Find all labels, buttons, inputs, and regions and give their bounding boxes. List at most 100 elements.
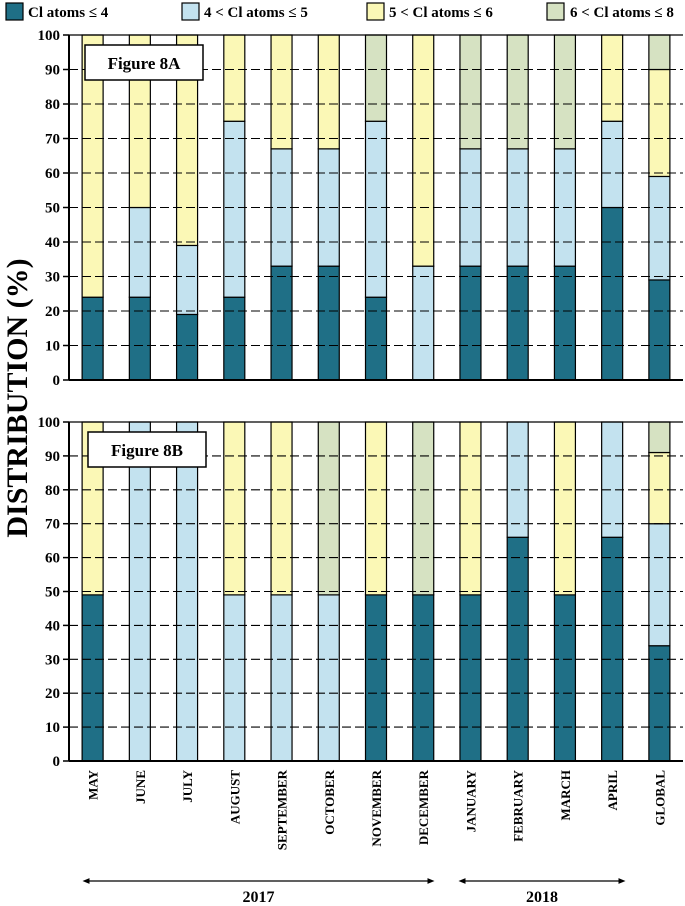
bar-a-october-s1 bbox=[317, 265, 340, 381]
category-labels: MAY JUNE JULY AUGUST SEPTEMBER OCTOBER NOVEMBE… bbox=[86, 769, 668, 850]
bar-a-global-s2 bbox=[648, 175, 671, 281]
panel-label-box bbox=[84, 44, 204, 81]
x-tick-label: SEPTEMBER bbox=[275, 769, 290, 850]
bar-a-september-s1 bbox=[270, 265, 293, 381]
bar-a-july-s2 bbox=[175, 244, 199, 316]
y-tick-label: 50 bbox=[45, 201, 60, 217]
bar-b-february-s2 bbox=[506, 421, 529, 538]
x-tick-label: MAY bbox=[86, 769, 101, 799]
bar-b-march-s3 bbox=[553, 421, 577, 596]
y-tick-label: 90 bbox=[45, 63, 60, 79]
bar-b-october-s2 bbox=[317, 594, 340, 762]
x-tick-label: MARCH bbox=[558, 770, 573, 821]
bar-b-global-s3 bbox=[648, 451, 671, 525]
bar-a-february-s4 bbox=[506, 34, 529, 150]
bar-b-global-s2 bbox=[648, 523, 671, 647]
panel-label-box bbox=[87, 431, 207, 468]
bar-b-december-s4 bbox=[412, 421, 435, 596]
y-tick-label: 70 bbox=[45, 517, 60, 533]
bar-b-january-s1 bbox=[459, 594, 482, 762]
year-ranges: 2017 2018 bbox=[82, 878, 626, 906]
bar-a-global-s1 bbox=[648, 279, 671, 381]
bar-a-may-s1 bbox=[81, 296, 104, 381]
bar-a-november-s1 bbox=[364, 296, 388, 381]
y-tick-label: 0 bbox=[53, 754, 61, 770]
x-tick-label: JANUARY bbox=[463, 769, 478, 832]
bar-a-april-s1 bbox=[601, 206, 624, 381]
panels: 0 10 20 30 40 50 60 70 80 90 100 Figure 8A 0 10 20 30 40… bbox=[38, 28, 683, 770]
y-tick-label: 100 bbox=[38, 415, 61, 431]
bar-b-august-s2 bbox=[223, 594, 246, 762]
x-tick-label: APRIL bbox=[605, 770, 620, 811]
bar-a-april-s3 bbox=[601, 34, 624, 122]
y-tick-label: 10 bbox=[45, 339, 60, 355]
y-tick-label: 40 bbox=[45, 618, 60, 634]
panel-title: Figure 8B bbox=[111, 441, 183, 460]
y-tick-label: 0 bbox=[53, 373, 61, 389]
bar-a-november-s4 bbox=[364, 34, 388, 122]
bar-b-december-s1 bbox=[412, 594, 435, 762]
bar-a-august-s2 bbox=[223, 120, 246, 298]
y-tick-label: 80 bbox=[45, 483, 60, 499]
x-tick-label: GLOBAL bbox=[652, 770, 667, 826]
bar-b-march-s1 bbox=[553, 594, 577, 762]
bar-a-june-s1 bbox=[128, 296, 151, 381]
y-tick-label: 10 bbox=[45, 720, 60, 736]
bar-a-january-s4 bbox=[459, 34, 482, 150]
y-tick-label: 80 bbox=[45, 97, 60, 113]
x-tick-label: OCTOBER bbox=[322, 769, 337, 834]
y-tick-label: 40 bbox=[45, 235, 60, 251]
y-tick-label: 90 bbox=[45, 449, 60, 465]
bar-a-april-s2 bbox=[601, 120, 624, 209]
bar-a-july-s1 bbox=[175, 313, 199, 381]
x-tick-label: FEBRUARY bbox=[511, 769, 526, 841]
bar-a-january-s1 bbox=[459, 265, 482, 381]
panel-b: 0 10 20 30 40 50 60 70 80 90 100 Figure 8B bbox=[38, 415, 683, 770]
legend-swatch-1 bbox=[5, 2, 24, 21]
bar-a-march-s4 bbox=[553, 34, 577, 150]
x-tick-label: AUGUST bbox=[227, 770, 242, 825]
legend: Cl atoms ≤ 4 4 < Cl atoms ≤ 5 5 < Cl atoms… bbox=[5, 2, 674, 21]
y-tick-label: 70 bbox=[45, 132, 60, 148]
year-label: 2018 bbox=[526, 889, 558, 906]
bar-b-january-s3 bbox=[459, 421, 482, 596]
legend-swatch-4 bbox=[546, 2, 565, 21]
bar-a-september-s3 bbox=[270, 34, 293, 150]
bar-b-global-s4 bbox=[648, 421, 671, 454]
legend-label-4: 6 < Cl atoms ≤ 8 bbox=[570, 5, 674, 21]
legend-swatch-2 bbox=[181, 2, 200, 21]
bar-b-november-s3 bbox=[364, 421, 388, 596]
panel-a: 0 10 20 30 40 50 60 70 80 90 100 Figure 8A bbox=[38, 28, 683, 389]
bar-a-global-s3 bbox=[648, 68, 671, 178]
y-tick-label: 20 bbox=[45, 304, 60, 320]
bar-a-november-s2 bbox=[364, 120, 388, 298]
bar-b-november-s1 bbox=[364, 594, 388, 762]
bar-a-october-s3 bbox=[317, 34, 340, 150]
legend-label-3: 5 < Cl atoms ≤ 6 bbox=[389, 5, 493, 21]
bar-a-august-s3 bbox=[223, 34, 246, 122]
x-tick-label: JULY bbox=[180, 769, 195, 802]
bar-b-april-s2 bbox=[601, 421, 624, 538]
bar-a-march-s1 bbox=[553, 265, 577, 381]
y-tick-label: 50 bbox=[45, 585, 60, 601]
bar-a-august-s1 bbox=[223, 296, 246, 381]
panel-title: Figure 8A bbox=[108, 54, 182, 73]
bar-b-august-s3 bbox=[223, 421, 246, 596]
bar-b-october-s4 bbox=[317, 421, 340, 596]
y-axis-label: DISTRIBUTION (%) bbox=[1, 258, 34, 537]
bar-a-june-s2 bbox=[128, 206, 151, 298]
y-tick-label: 30 bbox=[45, 652, 60, 668]
y-tick-label: 100 bbox=[38, 28, 61, 44]
bar-b-global-s1 bbox=[648, 645, 671, 762]
year-label: 2017 bbox=[243, 889, 275, 906]
x-tick-label: JUNE bbox=[133, 770, 148, 804]
y-tick-label: 30 bbox=[45, 270, 60, 286]
legend-label-1: Cl atoms ≤ 4 bbox=[28, 5, 109, 21]
bar-a-global-s4 bbox=[648, 34, 671, 71]
y-tick-label: 60 bbox=[45, 166, 60, 182]
x-tick-label: NOVEMBER bbox=[369, 769, 384, 846]
legend-label-2: 4 < Cl atoms ≤ 5 bbox=[204, 5, 308, 21]
y-tick-label: 20 bbox=[45, 686, 60, 702]
